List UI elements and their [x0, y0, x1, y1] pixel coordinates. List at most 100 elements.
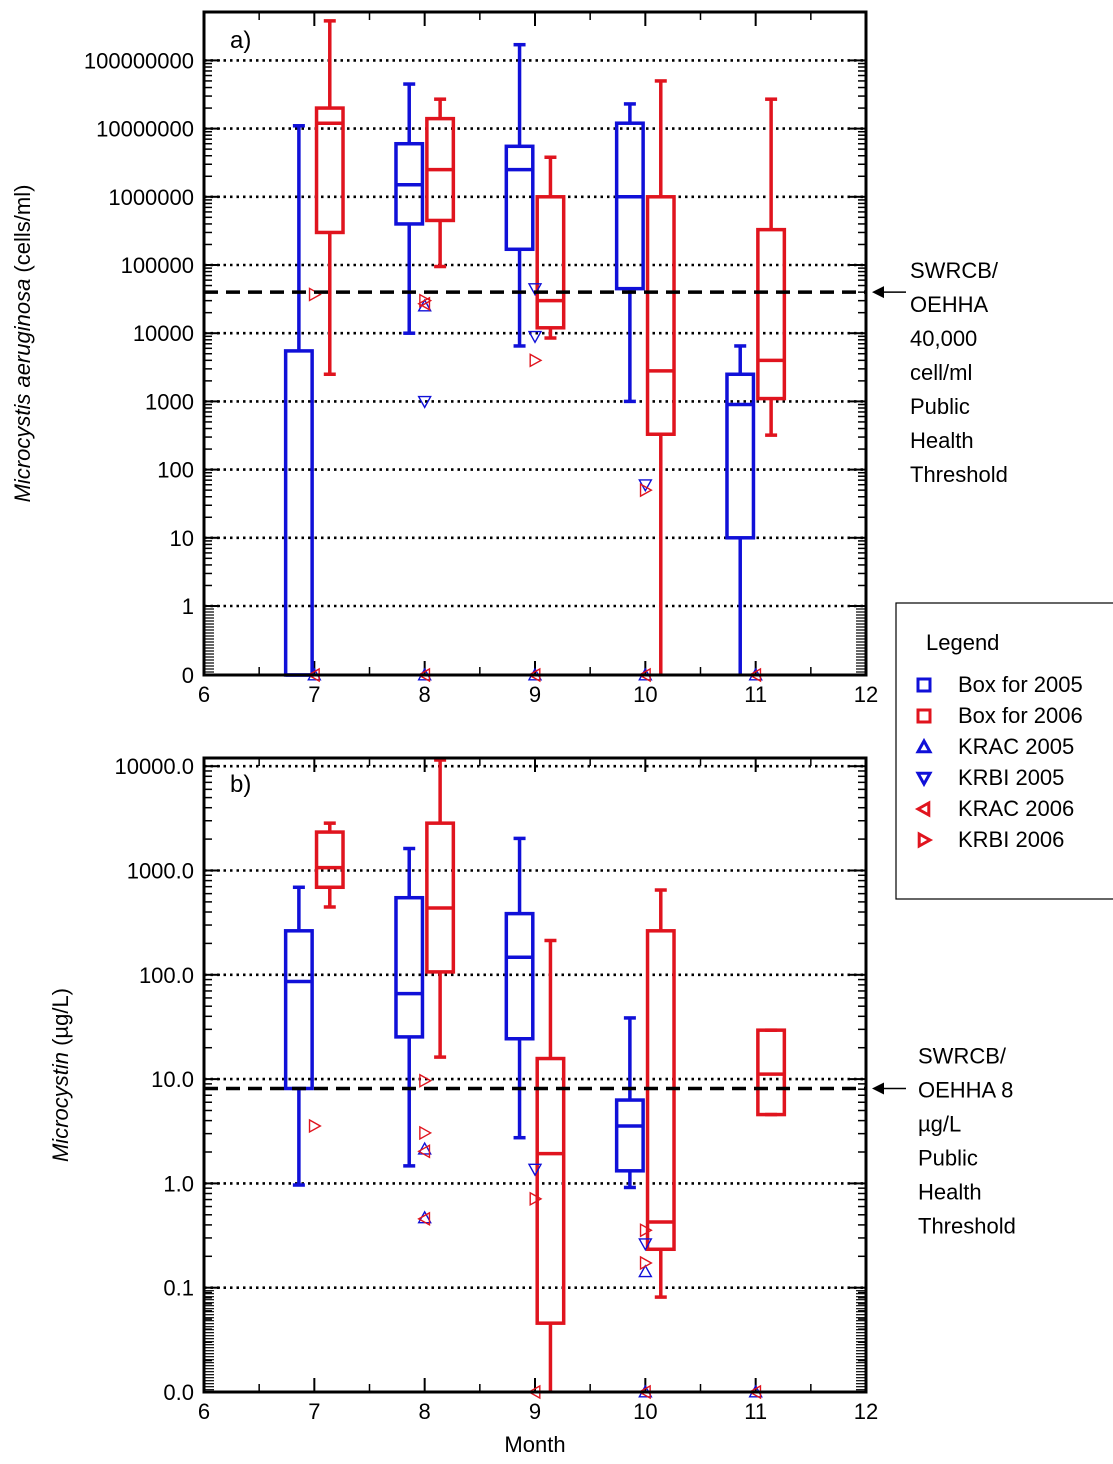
threshold-annotation: OEHHA [910, 292, 989, 317]
legend-box [895, 602, 1113, 900]
data-point [417, 1144, 431, 1159]
x-tick-label: 6 [198, 682, 210, 707]
data-point [419, 293, 433, 308]
box-plot [504, 42, 535, 348]
data-point [529, 353, 543, 368]
x-tick-label: 8 [419, 682, 431, 707]
legend-item: KRAC 2006 [914, 796, 1074, 821]
box-plot [425, 97, 456, 269]
data-point [639, 1223, 653, 1238]
legend-marker-triangle [915, 737, 933, 754]
legend-marker-triangle [917, 831, 934, 849]
box-iqr [504, 911, 535, 1041]
x-tick-label: 11 [744, 1399, 767, 1424]
y-axis-label-unit: (cells/ml) [10, 185, 35, 279]
x-tick-label: 8 [419, 1399, 431, 1424]
y-tick-label: 0.1 [163, 1276, 194, 1301]
threshold-annotation: SWRCB/ [910, 258, 999, 283]
y-tick-label: 0.0 [163, 1380, 194, 1405]
legend-label: Box for 2006 [958, 703, 1083, 728]
y-tick-label: 100000000 [84, 48, 194, 73]
box-iqr [725, 372, 756, 540]
threshold-annotation: Threshold [918, 1214, 1016, 1239]
box-iqr [425, 821, 456, 974]
x-axis-label: Month [504, 1432, 565, 1457]
data-point [639, 482, 653, 498]
box-plot [535, 938, 566, 1392]
data-point [639, 1255, 653, 1271]
x-tick-label: 12 [854, 1399, 878, 1424]
y-tick-label: 10000000 [96, 117, 194, 142]
x-tick-label: 6 [198, 1399, 210, 1424]
data-point [419, 1073, 433, 1088]
data-point [638, 1264, 653, 1278]
x-tick-label: 7 [308, 682, 320, 707]
threshold-annotation: Health [910, 428, 974, 453]
legend-marker-triangle [914, 800, 931, 818]
y-tick-label: 1000000 [108, 185, 194, 210]
x-tick-label: 7 [308, 1399, 320, 1424]
data-point [527, 1163, 543, 1177]
box-plot [425, 758, 456, 1059]
box-plot [645, 79, 676, 675]
box-plot [314, 19, 345, 377]
legend-marker-square [916, 677, 932, 693]
y-tick-label: 1000.0 [127, 859, 194, 884]
box-plot [314, 821, 345, 909]
box-iqr [614, 1098, 645, 1173]
panel-a: 0 1 10 100 1000 10000 100000 1000000 10000000 100… [10, 10, 1008, 707]
threshold-annotation: OEHHA 8 [918, 1078, 1013, 1103]
legend-item: KRAC 2005 [915, 734, 1074, 759]
data-point [417, 1211, 431, 1227]
data-point [308, 1118, 322, 1134]
y-tick-label: 100 [157, 458, 194, 483]
box-plot [614, 102, 645, 404]
threshold-arrowhead [872, 286, 884, 299]
data-point [527, 330, 543, 344]
threshold-annotation: Health [918, 1180, 982, 1205]
threshold-annotation: 40,000 [910, 326, 977, 351]
threshold-annotation: Public [918, 1146, 978, 1171]
threshold-annotation: µg/L [918, 1112, 961, 1137]
box-plot [614, 1016, 645, 1190]
data-point [527, 283, 543, 297]
legend-label: Box for 2005 [958, 672, 1083, 697]
y-axis-label-italic: Microcystin [48, 1052, 73, 1162]
box-iqr [283, 929, 314, 1091]
legend-title: Legend [926, 630, 999, 655]
y-axis-label: Microcystin (µg/L) [48, 988, 73, 1162]
panel-label: a) [230, 27, 251, 54]
y-tick-label: 100000 [121, 253, 194, 278]
data-point [417, 296, 431, 311]
threshold-annotation: cell/ml [910, 360, 972, 385]
panel-b: 0.0 0.1 1.0 10.0 100.0 1000.0 10000.0 6 7 8 9 10 11 1… [48, 754, 1016, 1457]
box-iqr [504, 144, 535, 252]
legend-label: KRAC 2005 [958, 734, 1074, 759]
box-plot [394, 82, 425, 335]
box-iqr [535, 1056, 566, 1325]
data-point [529, 1191, 543, 1207]
y-tick-label: 10 [170, 526, 194, 551]
data-point [308, 287, 322, 302]
legend-item: Box for 2005 [916, 672, 1083, 697]
box-plot [645, 888, 676, 1299]
y-axis-label-unit: (µg/L) [48, 988, 73, 1052]
x-tick-label: 10 [633, 1399, 657, 1424]
box-plot [504, 836, 535, 1140]
box-iqr [756, 227, 787, 401]
data-point [638, 1238, 653, 1252]
threshold-annotation: Threshold [910, 462, 1008, 487]
plot-frame [202, 10, 868, 677]
y-tick-label: 10000.0 [114, 754, 194, 779]
box-iqr [645, 195, 676, 436]
y-axis-label: Microcystis aeruginosa (cells/ml) [10, 185, 35, 503]
y-tick-label: 10.0 [151, 1067, 194, 1092]
box-iqr [283, 349, 314, 677]
legend-item: KRBI 2005 [915, 765, 1064, 790]
legend: Legend Box for 2005 Box for 2006 KRAC 2005 K… [895, 602, 1113, 900]
box-plot [394, 846, 425, 1168]
y-tick-label: 1.0 [163, 1171, 194, 1196]
legend-label: KRBI 2005 [958, 765, 1064, 790]
x-tick-label: 10 [633, 682, 657, 707]
box-iqr [614, 121, 645, 291]
